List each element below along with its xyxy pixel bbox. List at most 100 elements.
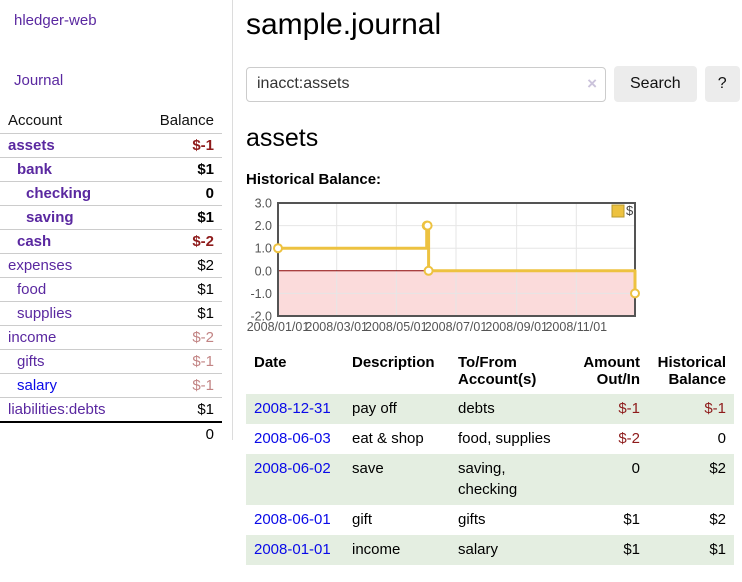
account-balance: $-1 [137,349,222,374]
account-link[interactable]: supplies [17,305,73,322]
main-content: sample.journal × Search ? assets Histori… [233,0,742,565]
account-link[interactable]: cash [17,233,52,250]
app-window: hledger-web Journal Account Balance asse… [0,0,742,565]
account-balance: $1 [137,301,222,326]
account-row: bank $1 [0,157,222,182]
register-header-accounts: To/From Account(s) [458,354,537,388]
transaction-date-link[interactable]: 2008-01-01 [254,540,331,558]
accounts-header-account: Account [8,112,63,129]
transaction-row: 2008-06-01 gift gifts $1 $2 [246,505,734,535]
transaction-accounts: saving, checking [458,459,518,499]
transaction-description: save [352,459,384,477]
transaction-amount: $-1 [618,400,640,417]
search-input[interactable] [246,66,606,102]
account-row: saving $1 [0,205,222,230]
account-link[interactable]: checking [26,185,92,202]
account-row: salary $-1 [0,373,222,398]
account-balance: $1 [137,397,222,422]
transaction-description: income [352,540,401,558]
accounts-header-balance: Balance [159,112,214,129]
transaction-date-link[interactable]: 2008-06-03 [254,429,331,447]
account-link[interactable]: gifts [17,353,45,370]
svg-text:-1.0: -1.0 [250,287,272,301]
account-row: expenses $2 [0,253,222,278]
transaction-accounts: salary [458,540,499,558]
account-row: supplies $1 [0,301,222,326]
account-balance: $1 [137,277,222,302]
transaction-balance: $2 [709,511,726,528]
account-link[interactable]: bank [17,161,53,178]
transaction-row: 2008-12-31 pay off debts $-1 $-1 [246,394,734,424]
account-balance: 0 [137,181,222,206]
transaction-balance: $-1 [704,400,726,417]
transaction-amount: $1 [623,511,640,528]
account-link[interactable]: liabilities:debts [8,401,106,418]
account-row: liabilities:debts $1 [0,397,222,422]
account-balance: $-1 [137,133,222,158]
search-help-button[interactable]: ? [704,66,740,102]
svg-text:3.0: 3.0 [255,197,272,211]
register-header-balance: Historical Balance [657,354,726,388]
account-row: checking 0 [0,181,222,206]
account-balance: $1 [137,205,222,230]
transaction-balance: $1 [709,540,726,558]
transaction-date-link[interactable]: 2008-12-31 [254,400,331,417]
transaction-balance: 0 [717,429,726,447]
sidebar: hledger-web Journal Account Balance asse… [0,0,233,446]
transaction-description: eat & shop [352,429,424,447]
svg-text:2008/07/01: 2008/07/01 [425,320,488,334]
account-link[interactable]: income [8,329,57,346]
transaction-description: gift [352,511,373,528]
register-table: Date Description To/From Account(s) Amou… [246,352,734,565]
svg-text:2.0: 2.0 [255,219,272,233]
svg-text:1.0: 1.0 [255,242,272,256]
account-link[interactable]: food [17,281,47,298]
account-link[interactable]: expenses [8,257,73,274]
transaction-balance: $2 [709,459,726,477]
account-link[interactable]: saving [26,209,74,226]
svg-text:2008/11/01: 2008/11/01 [545,320,607,334]
account-balance: $2 [137,253,222,278]
register-account-heading: assets [246,124,319,152]
transaction-row: 2008-01-01 income salary $1 $1 [246,534,734,565]
accounts-total-row: 0 [0,421,222,446]
account-link[interactable]: salary [17,377,58,394]
svg-text:2008/09/01: 2008/09/01 [485,320,548,334]
transaction-amount: $1 [623,540,640,558]
account-row: assets $-1 [0,133,222,158]
sidebar-item-journal[interactable]: Journal [14,72,64,89]
accounts-total-value: 0 [137,421,222,446]
register-header-date[interactable]: Date [254,354,287,371]
svg-text:2008/01/01: 2008/01/01 [247,320,310,334]
transaction-date-link[interactable]: 2008-06-02 [254,459,331,477]
transaction-amount: $-2 [618,429,640,447]
account-balance: $-2 [137,229,222,254]
search-button[interactable]: Search [614,66,697,102]
svg-text:0.0: 0.0 [255,264,272,278]
svg-text:2008/03/01: 2008/03/01 [305,320,368,334]
transaction-accounts: food, supplies [458,429,551,447]
account-balance: $-1 [137,373,222,398]
account-row: gifts $-1 [0,349,222,374]
register-header-description: Description [352,354,435,371]
transaction-accounts: debts [458,400,495,417]
transaction-row: 2008-06-03 eat & shop food, supplies $-2 0 [246,424,734,454]
transaction-accounts: gifts [458,511,486,528]
page-title: sample.journal [246,8,442,41]
account-row: food $1 [0,277,222,302]
svg-text:$: $ [626,203,634,218]
historical-balance-chart: $3.0 2.0 1.0 0.0 -1.0 -2.0 2008/01/01 2008/03/0… [246,196,742,342]
search-form: × Search ? [246,66,742,102]
transaction-date-link[interactable]: 2008-06-01 [254,511,331,528]
brand-link[interactable]: hledger-web [14,12,97,29]
transaction-description: pay off [352,400,397,417]
account-row: income $-2 [0,325,222,350]
account-row: cash $-2 [0,229,222,254]
account-link[interactable]: assets [8,137,55,154]
chart-title: Historical Balance: [246,171,382,188]
register-header-amount: Amount Out/In [583,354,640,388]
svg-text:-2.0: -2.0 [250,310,272,324]
transaction-amount: 0 [631,459,640,477]
clear-search-icon[interactable]: × [587,73,597,93]
accounts-table: Account Balance assets $-1 bank $1 checking 0… [0,109,222,446]
